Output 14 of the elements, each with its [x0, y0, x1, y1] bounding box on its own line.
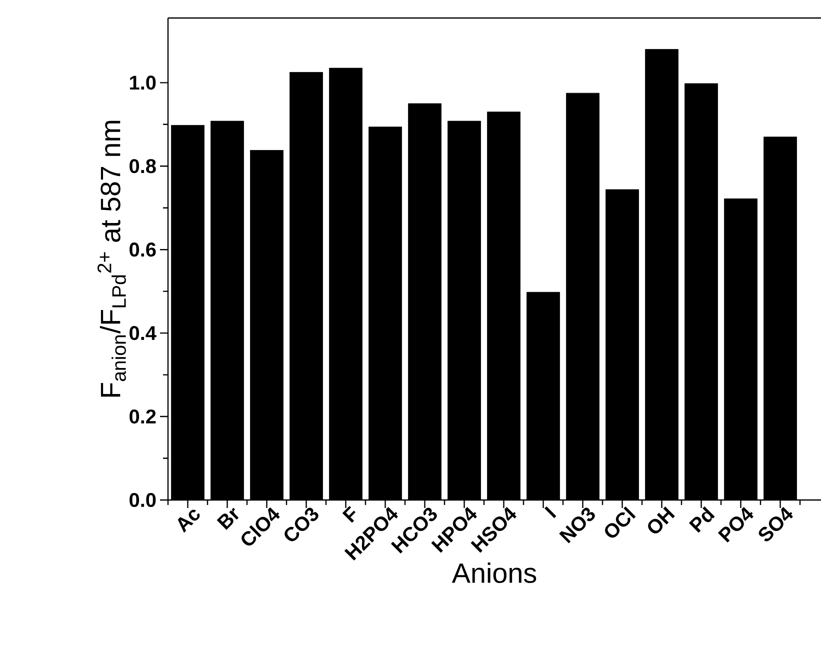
- y-tick-label: 0.4: [130, 326, 156, 340]
- x-tick-label: I: [544, 506, 556, 518]
- x-tick-label: Pd: [688, 506, 715, 533]
- x-tick-label: OH: [648, 506, 675, 534]
- y-tick-label: 0.0: [130, 492, 156, 508]
- x-axis-title: Anions: [452, 562, 536, 584]
- y-tick-label: 0.8: [130, 159, 156, 174]
- y-tick-label: 1.0: [130, 76, 156, 90]
- y-tick-label: 0.2: [130, 409, 156, 424]
- y-axis-title: F$_{anion}$/F$_{LPd}$$^{2+}$ at 587 nm: [98, 120, 126, 397]
- x-tick-label: Ac: [178, 510, 200, 533]
- x-tick-label: Br: [216, 508, 239, 530]
- x-tick-label: OCl: [605, 506, 636, 538]
- y-tick-label: 0.6: [130, 242, 156, 257]
